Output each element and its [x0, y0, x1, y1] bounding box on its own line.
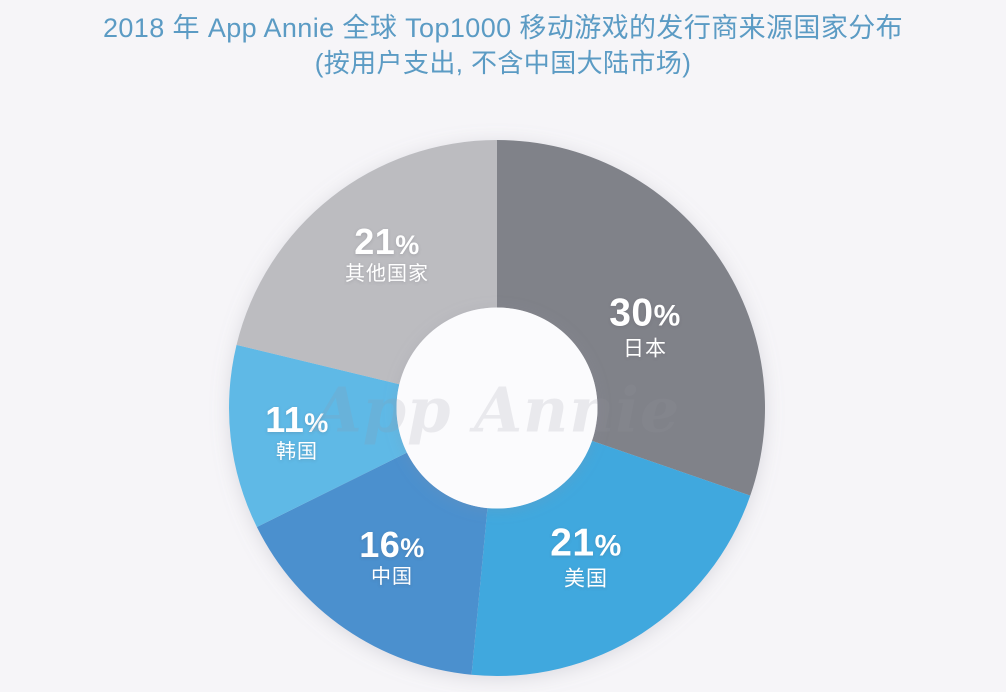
- chart-title-block: 2018 年 App Annie 全球 Top1000 移动游戏的发行商来源国家…: [0, 10, 1006, 81]
- donut-slice[interactable]: [471, 440, 751, 677]
- donut-slice[interactable]: [497, 140, 765, 496]
- donut-slice[interactable]: [229, 344, 407, 528]
- donut-slices: [229, 140, 765, 677]
- page-title: 2018 年 App Annie 全球 Top1000 移动游戏的发行商来源国家…: [102, 13, 904, 43]
- donut-slice[interactable]: [256, 452, 488, 675]
- donut-center-hole: [396, 307, 598, 509]
- donut-slice[interactable]: [236, 140, 497, 385]
- page-subtitle: (按用户支出, 不含中国大陆市场): [314, 48, 692, 79]
